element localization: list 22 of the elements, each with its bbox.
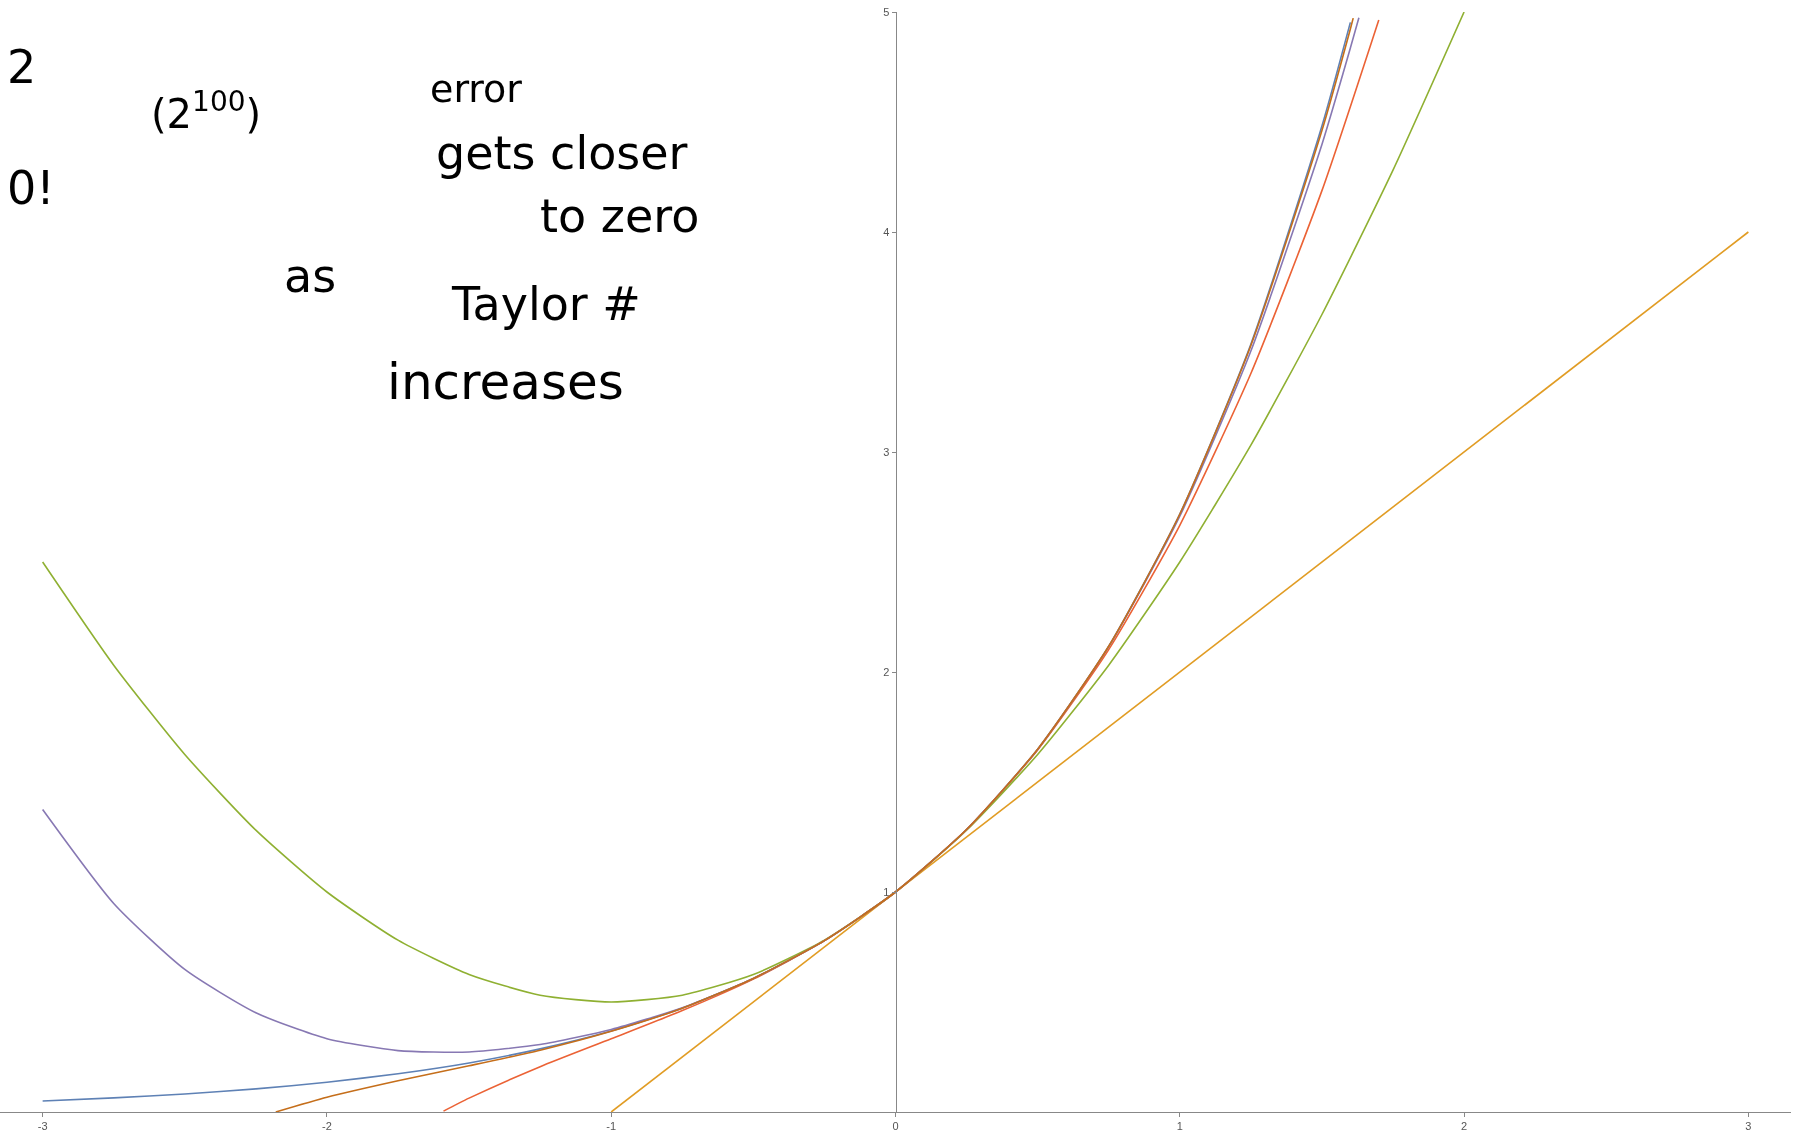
annotation: (2$^{100}$) — [151, 85, 262, 137]
annotation: increases — [387, 353, 624, 411]
annotation: to zero — [540, 189, 700, 243]
y-tick-label: 4 — [883, 225, 890, 238]
x-tick-label: -1 — [606, 1120, 617, 1133]
annotation: 2 — [7, 40, 37, 94]
y-tick-label: 3 — [883, 445, 890, 458]
x-tick-label: 3 — [1745, 1120, 1752, 1133]
y-tick-label: 2 — [883, 665, 890, 678]
x-tick-label: -2 — [322, 1120, 332, 1133]
annotation: gets closer — [436, 126, 688, 180]
line-series — [274, 17, 1354, 1112]
annotation: 0! — [7, 161, 55, 215]
x-tick-label: 2 — [1461, 1120, 1468, 1133]
annotation: Taylor # — [451, 277, 641, 331]
y-tick-label: 1 — [883, 885, 890, 898]
x-tick-label: 1 — [1176, 1120, 1183, 1133]
annotation: as — [284, 249, 337, 303]
x-tick-label: 0 — [892, 1120, 899, 1133]
x-tick-label: -3 — [37, 1120, 48, 1133]
y-tick-label: 5 — [883, 5, 890, 18]
annotation: error — [430, 67, 523, 111]
